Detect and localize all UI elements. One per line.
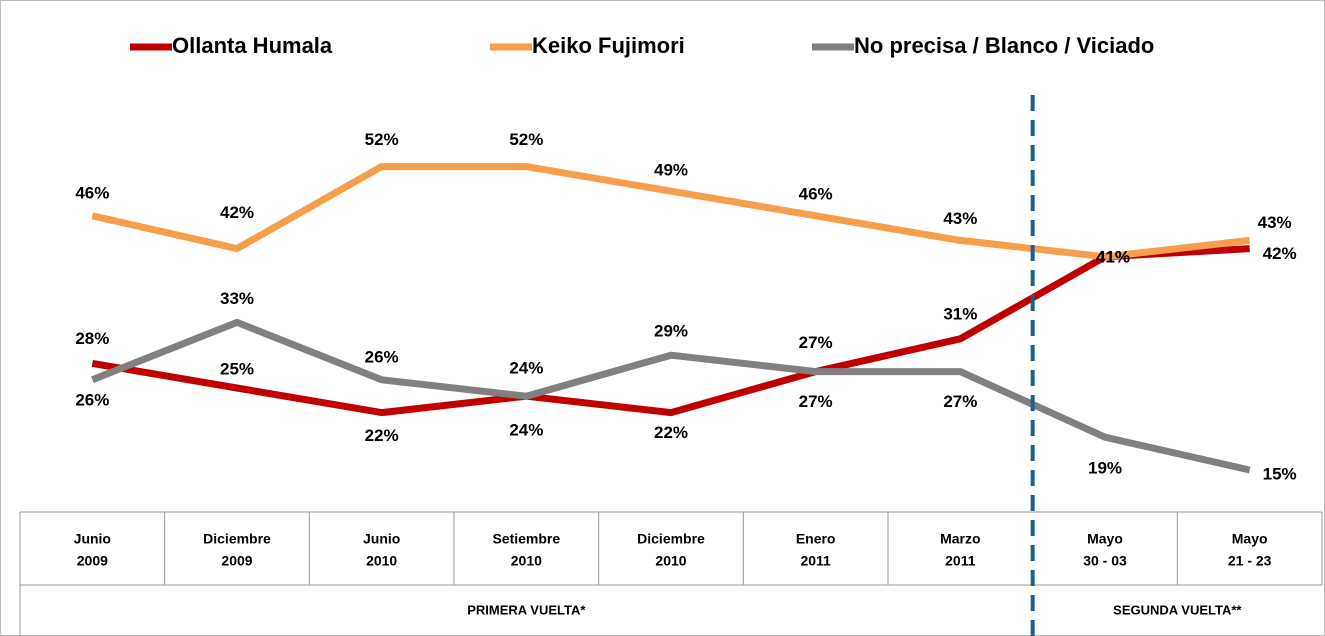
data-label: 24%	[509, 421, 543, 440]
x-tick-label: Diciembre	[203, 531, 271, 547]
legend-label: Ollanta Humala	[172, 33, 333, 58]
x-tick-label: 2011	[800, 553, 831, 569]
x-tick-label: 2009	[77, 553, 108, 569]
data-label: 42%	[220, 203, 254, 222]
data-label: 27%	[943, 392, 977, 411]
data-label: 52%	[365, 130, 399, 149]
x-tick-label: Diciembre	[637, 531, 705, 547]
data-label: 22%	[654, 423, 688, 442]
x-tick-label: Mayo	[1087, 531, 1123, 547]
data-label: 28%	[75, 329, 109, 348]
data-label: 24%	[509, 359, 543, 378]
legend-label: No precisa / Blanco / Viciado	[854, 33, 1154, 58]
data-label: 46%	[799, 184, 833, 203]
group-label: PRIMERA VUELTA*	[467, 602, 586, 617]
data-label: 41%	[1096, 247, 1130, 266]
data-label: 26%	[75, 390, 109, 409]
x-tick-label: 2009	[221, 553, 252, 569]
x-tick-label: 30 - 03	[1083, 553, 1127, 569]
data-label: 29%	[654, 322, 688, 341]
x-tick-label: Mayo	[1232, 531, 1268, 547]
data-label: 26%	[365, 347, 399, 366]
data-label: 22%	[365, 426, 399, 445]
data-label: 19%	[1088, 459, 1122, 478]
x-tick-label: Marzo	[940, 531, 980, 547]
data-label: 27%	[799, 392, 833, 411]
data-label: 43%	[1258, 213, 1292, 232]
data-label: 33%	[220, 289, 254, 308]
x-tick-label: 2011	[945, 553, 976, 569]
data-label: 27%	[799, 333, 833, 352]
group-label: SEGUNDA VUELTA**	[1113, 602, 1242, 617]
x-tick-label: 2010	[511, 553, 542, 569]
data-label: 43%	[943, 209, 977, 228]
x-tick-label: Junio	[363, 531, 400, 547]
x-tick-label: Setiembre	[492, 531, 560, 547]
series-line	[91, 163, 1251, 261]
data-label: 15%	[1263, 464, 1297, 483]
series-line	[91, 318, 1251, 474]
data-label: 49%	[654, 161, 688, 180]
data-label: 25%	[220, 359, 254, 378]
data-label: 46%	[75, 183, 109, 202]
data-label: 41%	[1096, 247, 1130, 266]
x-tick-label: 2010	[655, 553, 686, 569]
data-label: 31%	[943, 304, 977, 323]
data-label: 52%	[509, 130, 543, 149]
x-tick-label: Junio	[74, 531, 111, 547]
x-tick-label: 21 - 23	[1228, 553, 1272, 569]
x-tick-label: 2010	[366, 553, 397, 569]
data-label: 42%	[1263, 244, 1297, 263]
x-tick-label: Enero	[796, 531, 836, 547]
series-line	[91, 245, 1250, 417]
legend-label: Keiko Fujimori	[532, 33, 685, 58]
